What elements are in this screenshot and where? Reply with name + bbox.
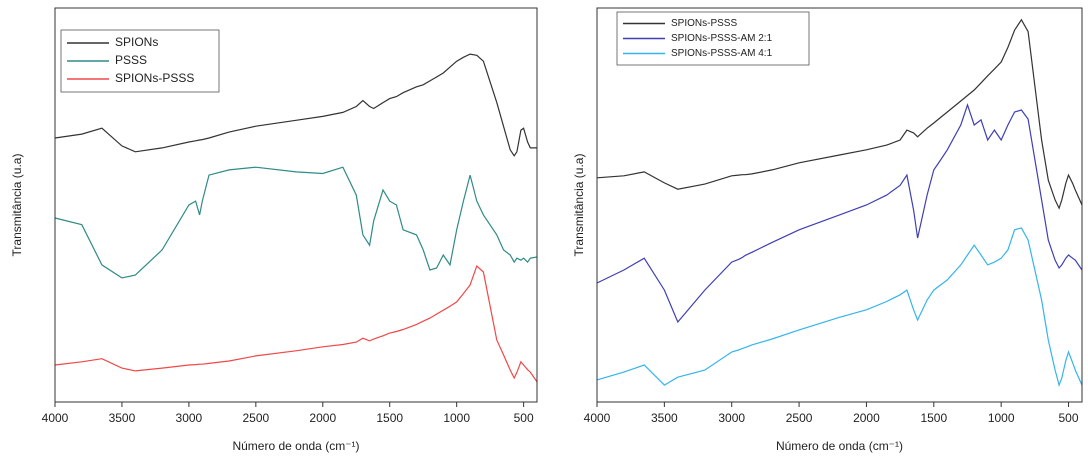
y-axis-label: Transmitância (u.a) [10, 154, 24, 257]
plot-frame [54, 7, 538, 403]
x-tick-label: 3500 [651, 411, 678, 425]
x-tick-label: 2500 [242, 411, 269, 425]
x-tick-label: 1000 [988, 411, 1015, 425]
spectrum-line [596, 18, 1083, 210]
y-axis-label: Transmitância (u.a) [572, 154, 586, 257]
legend-label: SPIONs-PSSS [115, 71, 194, 85]
x-tick-label: 4000 [42, 411, 69, 425]
x-tick-label: 4000 [584, 411, 611, 425]
x-axis-label: Número de onda (cm⁻¹) [232, 439, 359, 453]
spectrum-line [54, 53, 537, 157]
x-tick-label: 2000 [853, 411, 880, 425]
legend-label: PSSS [115, 53, 147, 67]
spectrum-line [54, 166, 538, 279]
x-tick-label: 500 [514, 411, 534, 425]
x-tick-label: 2500 [786, 411, 813, 425]
legend-label: SPIONs-PSSS [671, 18, 737, 29]
legend-label: SPIONs-PSSS-AM 2:1 [671, 33, 773, 44]
legend-label: SPIONs [115, 35, 158, 49]
x-tick-label: 2000 [309, 411, 336, 425]
x-tick-label: 1000 [443, 411, 470, 425]
legend-box [60, 29, 220, 93]
x-tick-label: 3000 [176, 411, 203, 425]
x-axis-label: Número de onda (cm⁻¹) [776, 439, 903, 453]
x-tick-label: 3500 [109, 411, 136, 425]
x-tick-label: 1500 [920, 411, 947, 425]
spectrum-line [54, 265, 538, 383]
x-tick-label: 3000 [718, 411, 745, 425]
legend-label: SPIONs-PSSS-AM 4:1 [671, 48, 773, 59]
spectrum-line [596, 227, 1083, 388]
x-tick-label: 1500 [376, 411, 403, 425]
spectrum-line [596, 103, 1083, 324]
plot-frame [596, 7, 1083, 403]
x-tick-label: 500 [1059, 411, 1079, 425]
